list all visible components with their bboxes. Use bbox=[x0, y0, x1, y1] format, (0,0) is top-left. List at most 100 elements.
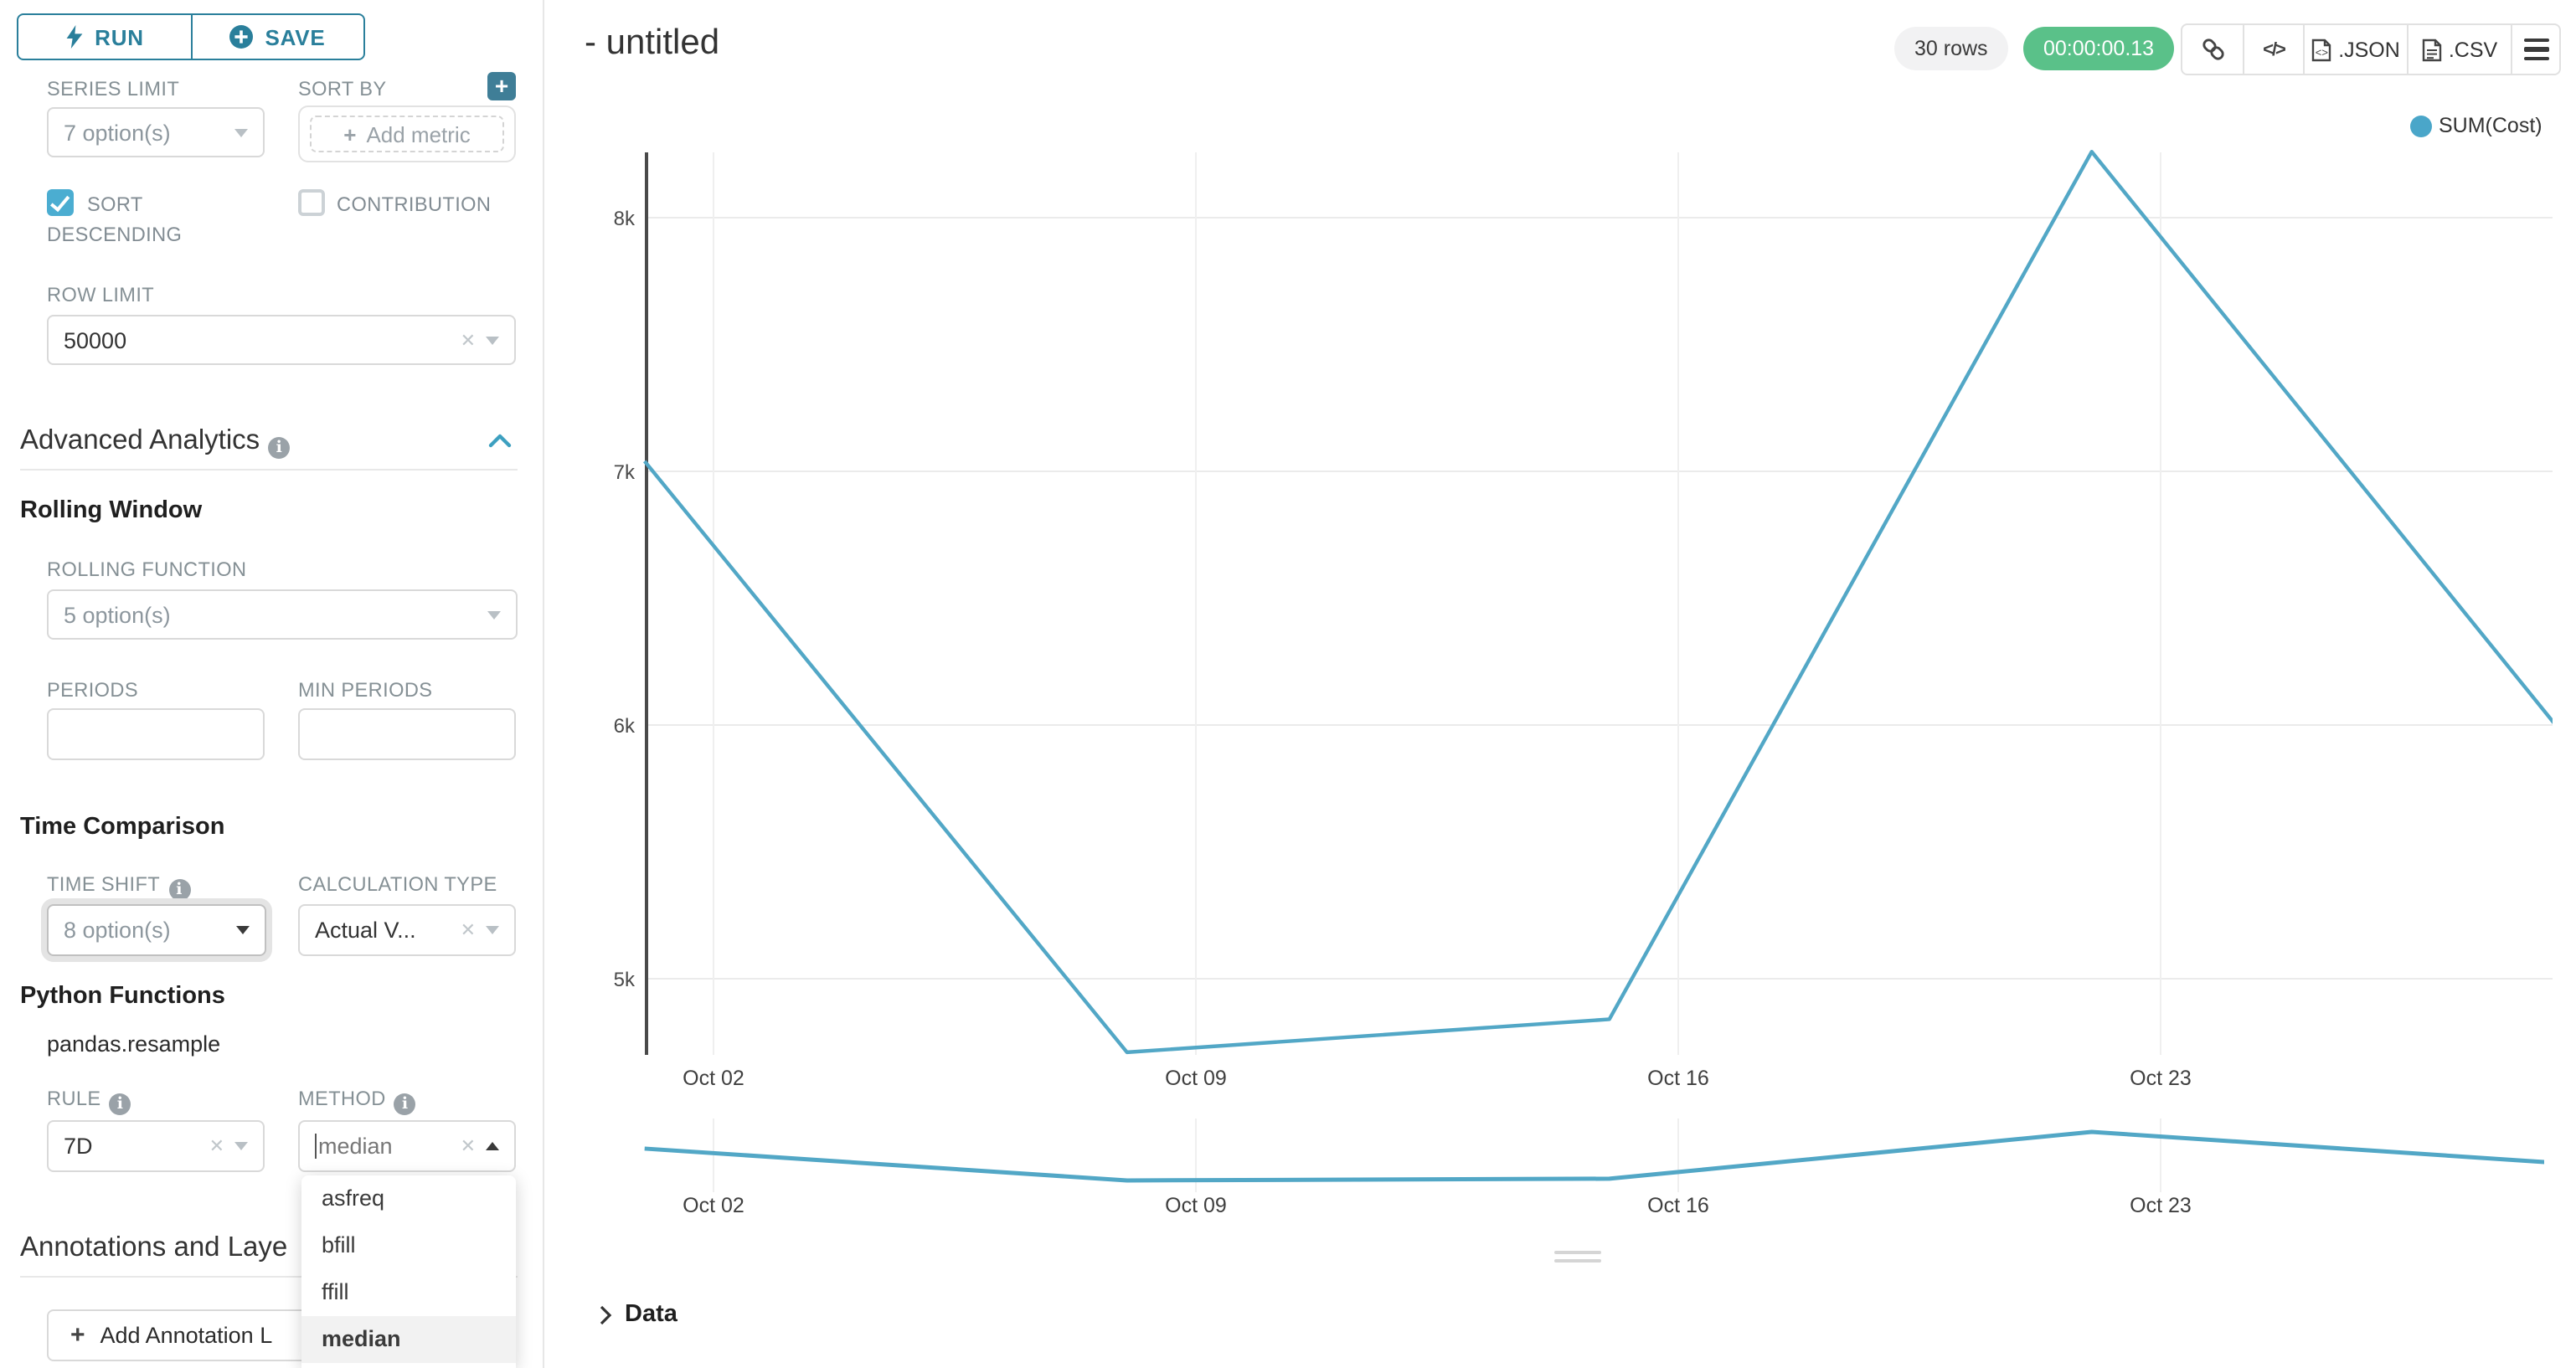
time-comparison-heading: Time Comparison bbox=[20, 814, 225, 841]
text-cursor bbox=[315, 1134, 317, 1159]
data-panel-label[interactable]: Data bbox=[625, 1301, 677, 1328]
svg-text:6k: 6k bbox=[614, 715, 636, 738]
rule-value: 7D bbox=[64, 1134, 93, 1159]
info-icon: i bbox=[268, 437, 291, 459]
add-metric-button[interactable]: + Add metric bbox=[310, 116, 504, 152]
export-json-button[interactable]: <> .JSON bbox=[2303, 25, 2407, 74]
contribution-checkbox[interactable] bbox=[298, 189, 325, 216]
annotations-heading: Annotations and Laye bbox=[20, 1232, 288, 1263]
sort-by-metric-box: + Add metric bbox=[298, 105, 516, 162]
row-limit-select[interactable]: 50000 ✕ bbox=[47, 315, 516, 365]
method-option-median[interactable]: median bbox=[301, 1316, 516, 1363]
run-button[interactable]: RUN bbox=[18, 15, 190, 59]
clear-icon[interactable]: ✕ bbox=[209, 1137, 224, 1157]
method-combobox[interactable]: median ✕ bbox=[298, 1120, 516, 1172]
advanced-analytics-heading: Advanced Analytics i bbox=[20, 425, 291, 459]
row-count-badge: 30 rows bbox=[1894, 27, 2008, 70]
info-icon: i bbox=[168, 879, 191, 901]
save-button[interactable]: SAVE bbox=[190, 15, 363, 59]
method-option-ffill[interactable]: ffill bbox=[322, 1279, 349, 1304]
method-dropdown: asfreq bfill ffill median bbox=[301, 1175, 516, 1368]
calculation-type-label: CALCULATION TYPE bbox=[298, 872, 497, 896]
plus-icon: + bbox=[343, 121, 357, 147]
file-code-icon: <> bbox=[2311, 38, 2331, 61]
embed-code-button[interactable]: </> bbox=[2243, 25, 2303, 74]
periods-input[interactable] bbox=[47, 708, 265, 760]
series-limit-value: 7 option(s) bbox=[64, 120, 171, 145]
legend-label: SUM(Cost) bbox=[2439, 114, 2543, 137]
plus-circle-icon bbox=[229, 25, 254, 49]
code-icon: </> bbox=[2263, 39, 2286, 59]
file-text-icon bbox=[2422, 38, 2442, 61]
svg-text:Oct 02: Oct 02 bbox=[683, 1194, 744, 1217]
caret-down-icon bbox=[234, 128, 248, 136]
sort-descending-label-2: DESCENDING bbox=[47, 223, 183, 246]
rolling-function-select[interactable]: 5 option(s) bbox=[47, 589, 518, 640]
chevron-right-icon[interactable] bbox=[598, 1304, 613, 1326]
line-chart[interactable]: 8k 7k 6k 5k Oct 02 Oct 09 Oct 16 Oct 23 bbox=[544, 0, 2553, 1098]
caret-down-icon bbox=[234, 1142, 248, 1150]
method-value: median bbox=[315, 1134, 451, 1159]
chart-preview-strip[interactable]: Oct 02 Oct 09 Oct 16 Oct 23 bbox=[544, 1105, 2544, 1226]
add-sort-by-button[interactable]: + bbox=[487, 72, 516, 100]
series-limit-select[interactable]: 7 option(s) bbox=[47, 107, 265, 157]
hamburger-icon bbox=[2523, 38, 2548, 61]
svg-text:Oct 23: Oct 23 bbox=[2130, 1194, 2192, 1217]
min-periods-input[interactable] bbox=[298, 708, 516, 760]
add-annotation-label: Add Annotation L bbox=[100, 1323, 273, 1348]
save-button-label: SAVE bbox=[265, 24, 326, 49]
svg-text:5k: 5k bbox=[614, 969, 636, 991]
svg-text:8k: 8k bbox=[614, 208, 636, 230]
sort-descending-label-1: SORT bbox=[87, 193, 143, 216]
copy-link-button[interactable] bbox=[2182, 25, 2243, 74]
calculation-type-select[interactable]: Actual V... ✕ bbox=[298, 904, 516, 956]
export-json-label: .JSON bbox=[2338, 38, 2400, 61]
time-shift-label: TIME SHIFT i bbox=[47, 872, 191, 901]
sort-by-label: SORT BY bbox=[298, 77, 387, 100]
svg-text:7k: 7k bbox=[614, 461, 636, 484]
series-limit-label: SERIES LIMIT bbox=[47, 77, 180, 100]
export-csv-label: .CSV bbox=[2448, 38, 2498, 61]
info-icon: i bbox=[109, 1093, 131, 1115]
rolling-window-heading: Rolling Window bbox=[20, 497, 203, 524]
rule-select[interactable]: 7D ✕ bbox=[47, 1120, 265, 1172]
caret-down-icon bbox=[236, 926, 250, 934]
method-option-bfill[interactable]: bfill bbox=[322, 1232, 356, 1257]
svg-text:Oct 23: Oct 23 bbox=[2130, 1067, 2192, 1090]
chart-panel: - untitled 30 rows 00:00:00.13 </> <> .J… bbox=[544, 0, 2576, 1368]
export-csv-button[interactable]: .CSV bbox=[2407, 25, 2511, 74]
time-shift-select[interactable]: 8 option(s) bbox=[47, 904, 266, 956]
svg-text:Oct 16: Oct 16 bbox=[1647, 1067, 1709, 1090]
chevron-up-icon[interactable] bbox=[487, 432, 513, 449]
control-sidebar: RUN SAVE SERIES LIMIT SORT BY + 7 option… bbox=[0, 0, 544, 1368]
query-timer-badge: 00:00:00.13 bbox=[2023, 27, 2175, 70]
divider bbox=[20, 469, 518, 471]
pandas-resample-label: pandas.resample bbox=[47, 1031, 221, 1057]
svg-text:<>: <> bbox=[2316, 45, 2328, 58]
chart-legend[interactable]: SUM(Cost) bbox=[2410, 114, 2543, 137]
row-limit-value: 50000 bbox=[64, 327, 127, 352]
link-icon bbox=[2202, 39, 2223, 60]
chart-menu-button[interactable] bbox=[2511, 25, 2559, 74]
method-option-asfreq[interactable]: asfreq bbox=[322, 1185, 385, 1211]
caret-down-icon bbox=[486, 926, 499, 934]
sort-descending-checkbox[interactable] bbox=[47, 189, 74, 216]
chart-title: - untitled bbox=[585, 23, 720, 62]
rule-label: RULE i bbox=[47, 1087, 131, 1115]
clear-icon[interactable]: ✕ bbox=[460, 1137, 476, 1157]
data-panel: Data bbox=[544, 1289, 2576, 1368]
caret-down-icon bbox=[487, 610, 501, 619]
time-shift-value: 8 option(s) bbox=[64, 918, 171, 943]
clear-icon[interactable]: ✕ bbox=[460, 921, 476, 941]
lightning-bolt-icon bbox=[65, 25, 82, 49]
rolling-function-label: ROLLING FUNCTION bbox=[47, 558, 247, 581]
resize-drag-handle[interactable] bbox=[1554, 1251, 1601, 1268]
clear-icon[interactable]: ✕ bbox=[460, 331, 476, 351]
method-label: METHOD i bbox=[298, 1087, 416, 1115]
rolling-function-value: 5 option(s) bbox=[64, 602, 171, 627]
periods-label: PERIODS bbox=[47, 678, 138, 702]
export-button-group: </> <> .JSON .CSV bbox=[2181, 23, 2561, 75]
min-periods-label: MIN PERIODS bbox=[298, 678, 433, 702]
svg-text:Oct 09: Oct 09 bbox=[1165, 1194, 1227, 1217]
